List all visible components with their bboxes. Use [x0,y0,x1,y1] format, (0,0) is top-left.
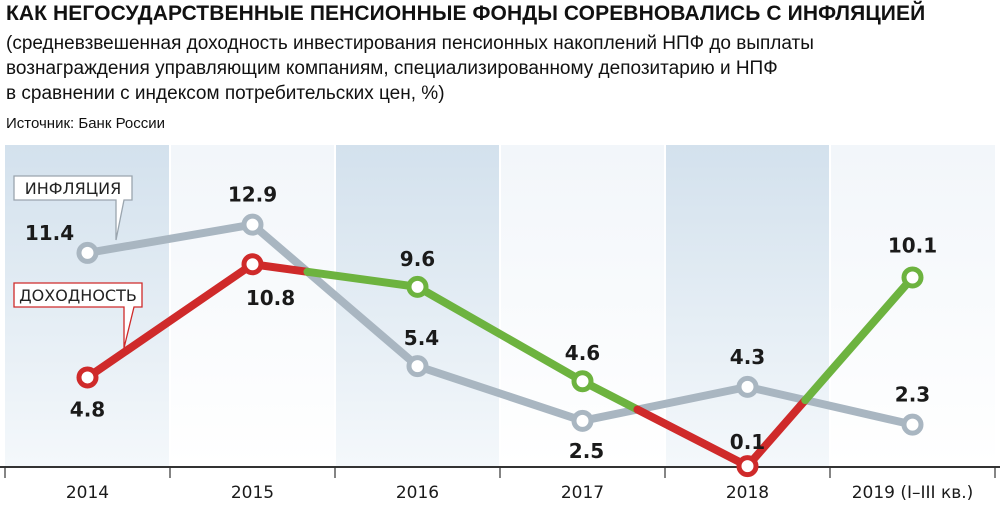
inflation-line [83,220,917,429]
chart-source: Источник: Банк России [6,115,166,132]
yield-line-segment [743,396,810,471]
yield-value-label: 10.8 [246,286,295,310]
inflation-value-label: 4.3 [730,345,765,369]
yield-point [76,366,99,389]
yield-callout-label: ДОХОДНОСТЬ [19,286,137,305]
inflation-value-label: 12.9 [228,183,277,207]
subtitle-line-2: вознаграждения управляющим компаниям, сп… [6,58,778,79]
band-2016 [335,145,500,466]
band-2018 [665,145,830,466]
yield-value-label: 10.1 [888,233,937,257]
yield-line-segment [303,267,422,291]
inflation-callout-box [13,175,133,241]
yield-line-segment [633,405,752,471]
yield-point [406,275,429,298]
x-tick-label: 2017 [561,483,604,503]
x-tick-label: 2019 (I–III кв.) [852,483,974,503]
chart-title: КАК НЕГОСУДАРСТВЕННЫЕ ПЕНСИОННЫЕ ФОНДЫ С… [6,2,926,25]
x-tick-label: 2015 [231,483,274,503]
yield-point [241,253,264,276]
yield-value-label: 4.6 [565,341,600,365]
yield-value-label: 0.1 [730,430,765,454]
inflation-point [406,355,429,378]
inflation-point [736,375,759,398]
x-tick-label: 2018 [726,483,769,503]
subtitle-line-1: (средневзвешенная доходность инвестирова… [6,33,814,54]
yield-point [571,370,594,393]
yield-line-segment [83,260,257,382]
inflation-point [571,409,594,432]
inflation-value-label: 5.4 [404,326,439,350]
chart-subtitle: (средневзвешенная доходность инвестирова… [6,31,996,106]
inflation-value-label: 2.5 [569,439,604,463]
yield-value-label: 4.8 [70,397,105,421]
yield-callout-box [13,282,143,349]
x-tick-label: 2014 [66,483,109,503]
yield-point [901,266,924,289]
yield-point [736,455,759,478]
yield-value-label: 9.6 [400,247,435,271]
inflation-value-label: 11.4 [25,221,74,245]
inflation-point [76,241,99,264]
x-tick-label: 2016 [396,483,439,503]
yield-line-segment [801,273,917,405]
inflation-point [241,213,264,236]
yield-line-segment [413,282,587,386]
inflation-callout-label: ИНФЛЯЦИЯ [25,179,121,198]
subtitle-line-3: в сравнении с индексом потребительских ц… [6,83,445,104]
inflation-value-label: 2.3 [895,383,930,407]
inflation-point [901,413,924,436]
